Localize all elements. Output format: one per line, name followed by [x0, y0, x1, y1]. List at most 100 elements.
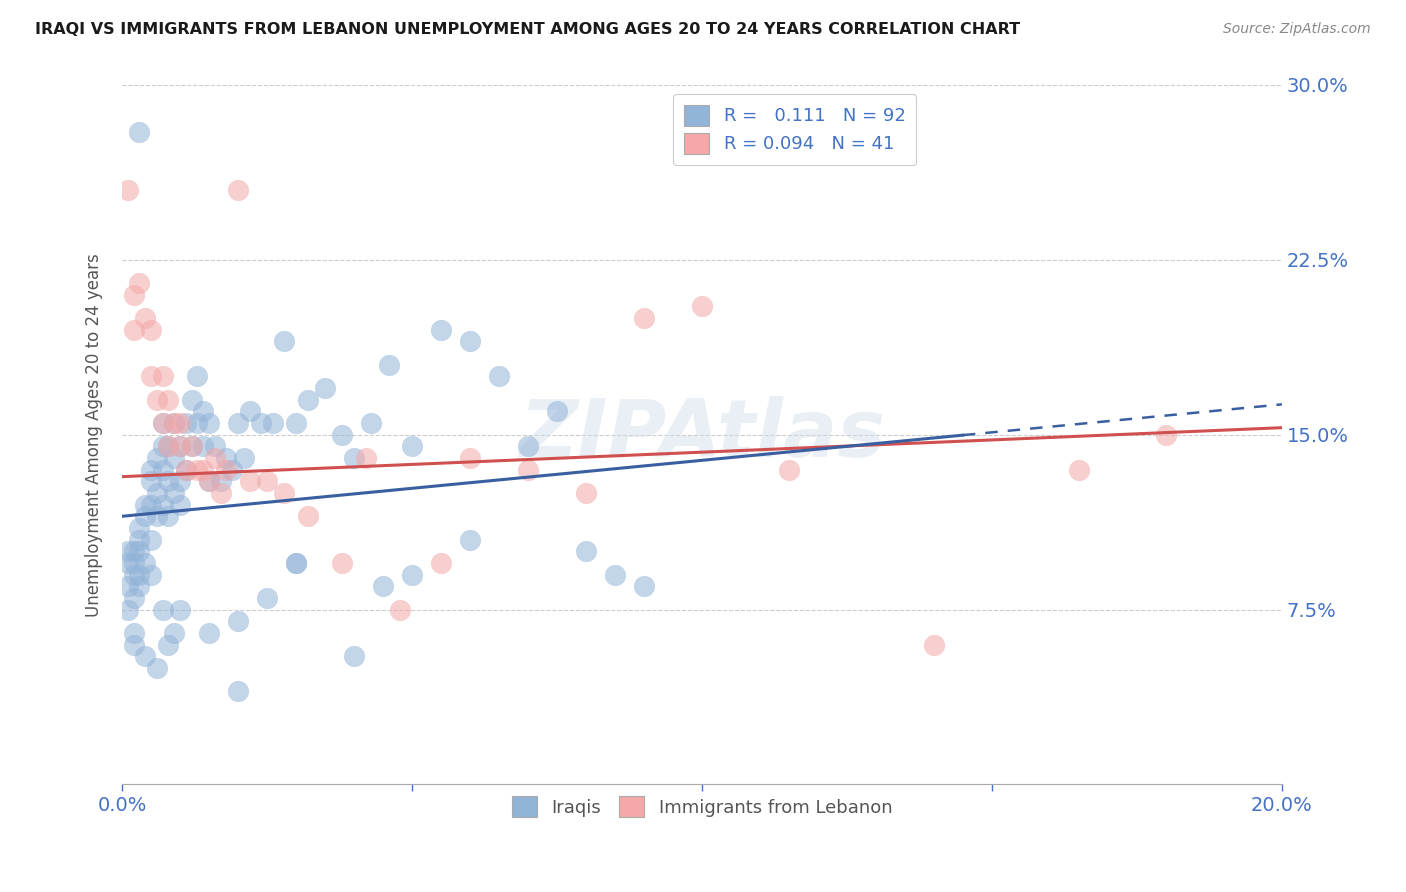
- Point: [139, 463, 162, 477]
- Point: [157, 475, 180, 489]
- Point: [193, 439, 215, 453]
- Point: [146, 392, 169, 407]
- Point: [204, 450, 226, 465]
- Point: [128, 567, 150, 582]
- Point: [128, 533, 150, 547]
- Text: IRAQI VS IMMIGRANTS FROM LEBANON UNEMPLOYMENT AMONG AGES 20 TO 24 YEARS CORRELAT: IRAQI VS IMMIGRANTS FROM LEBANON UNEMPLO…: [35, 22, 1021, 37]
- Point: [458, 334, 481, 349]
- Point: [401, 567, 423, 582]
- Point: [128, 125, 150, 139]
- Point: [163, 486, 186, 500]
- Point: [633, 311, 655, 326]
- Point: [163, 625, 186, 640]
- Point: [122, 323, 145, 337]
- Point: [180, 439, 202, 453]
- Point: [128, 521, 150, 535]
- Point: [139, 498, 162, 512]
- Point: [332, 427, 354, 442]
- Point: [285, 556, 308, 570]
- Point: [163, 450, 186, 465]
- Point: [221, 463, 243, 477]
- Point: [922, 638, 945, 652]
- Point: [157, 638, 180, 652]
- Point: [157, 509, 180, 524]
- Point: [198, 625, 221, 640]
- Point: [430, 323, 453, 337]
- Point: [169, 475, 191, 489]
- Point: [146, 486, 169, 500]
- Point: [458, 533, 481, 547]
- Point: [134, 311, 156, 326]
- Point: [134, 509, 156, 524]
- Point: [128, 579, 150, 593]
- Y-axis label: Unemployment Among Ages 20 to 24 years: Unemployment Among Ages 20 to 24 years: [86, 252, 103, 616]
- Point: [360, 416, 382, 430]
- Point: [169, 439, 191, 453]
- Point: [778, 463, 800, 477]
- Point: [152, 498, 174, 512]
- Legend: Iraqis, Immigrants from Lebanon: Iraqis, Immigrants from Lebanon: [505, 789, 900, 824]
- Point: [389, 602, 412, 616]
- Point: [122, 544, 145, 558]
- Point: [378, 358, 401, 372]
- Point: [262, 416, 284, 430]
- Point: [198, 416, 221, 430]
- Point: [157, 439, 180, 453]
- Point: [174, 416, 197, 430]
- Point: [152, 602, 174, 616]
- Point: [163, 416, 186, 430]
- Point: [122, 287, 145, 301]
- Point: [546, 404, 568, 418]
- Point: [226, 684, 249, 698]
- Point: [117, 556, 139, 570]
- Point: [169, 498, 191, 512]
- Point: [152, 416, 174, 430]
- Point: [198, 475, 221, 489]
- Point: [401, 439, 423, 453]
- Point: [239, 475, 262, 489]
- Point: [152, 369, 174, 384]
- Point: [146, 509, 169, 524]
- Point: [180, 439, 202, 453]
- Point: [488, 369, 510, 384]
- Point: [198, 475, 221, 489]
- Point: [250, 416, 273, 430]
- Point: [239, 404, 262, 418]
- Point: [139, 475, 162, 489]
- Point: [128, 276, 150, 290]
- Point: [169, 602, 191, 616]
- Point: [204, 439, 226, 453]
- Point: [273, 334, 295, 349]
- Point: [297, 509, 319, 524]
- Point: [122, 567, 145, 582]
- Point: [139, 567, 162, 582]
- Point: [122, 638, 145, 652]
- Point: [343, 450, 366, 465]
- Point: [157, 392, 180, 407]
- Point: [169, 439, 191, 453]
- Point: [193, 404, 215, 418]
- Point: [517, 439, 540, 453]
- Point: [517, 463, 540, 477]
- Point: [128, 544, 150, 558]
- Point: [193, 463, 215, 477]
- Point: [1067, 463, 1090, 477]
- Point: [232, 450, 254, 465]
- Point: [169, 416, 191, 430]
- Text: Source: ZipAtlas.com: Source: ZipAtlas.com: [1223, 22, 1371, 37]
- Point: [458, 450, 481, 465]
- Point: [575, 544, 598, 558]
- Point: [297, 392, 319, 407]
- Point: [209, 475, 232, 489]
- Point: [122, 556, 145, 570]
- Point: [186, 463, 208, 477]
- Point: [1154, 427, 1177, 442]
- Point: [163, 416, 186, 430]
- Point: [690, 300, 713, 314]
- Point: [174, 463, 197, 477]
- Point: [226, 416, 249, 430]
- Point: [332, 556, 354, 570]
- Point: [226, 614, 249, 628]
- Point: [152, 439, 174, 453]
- Point: [152, 416, 174, 430]
